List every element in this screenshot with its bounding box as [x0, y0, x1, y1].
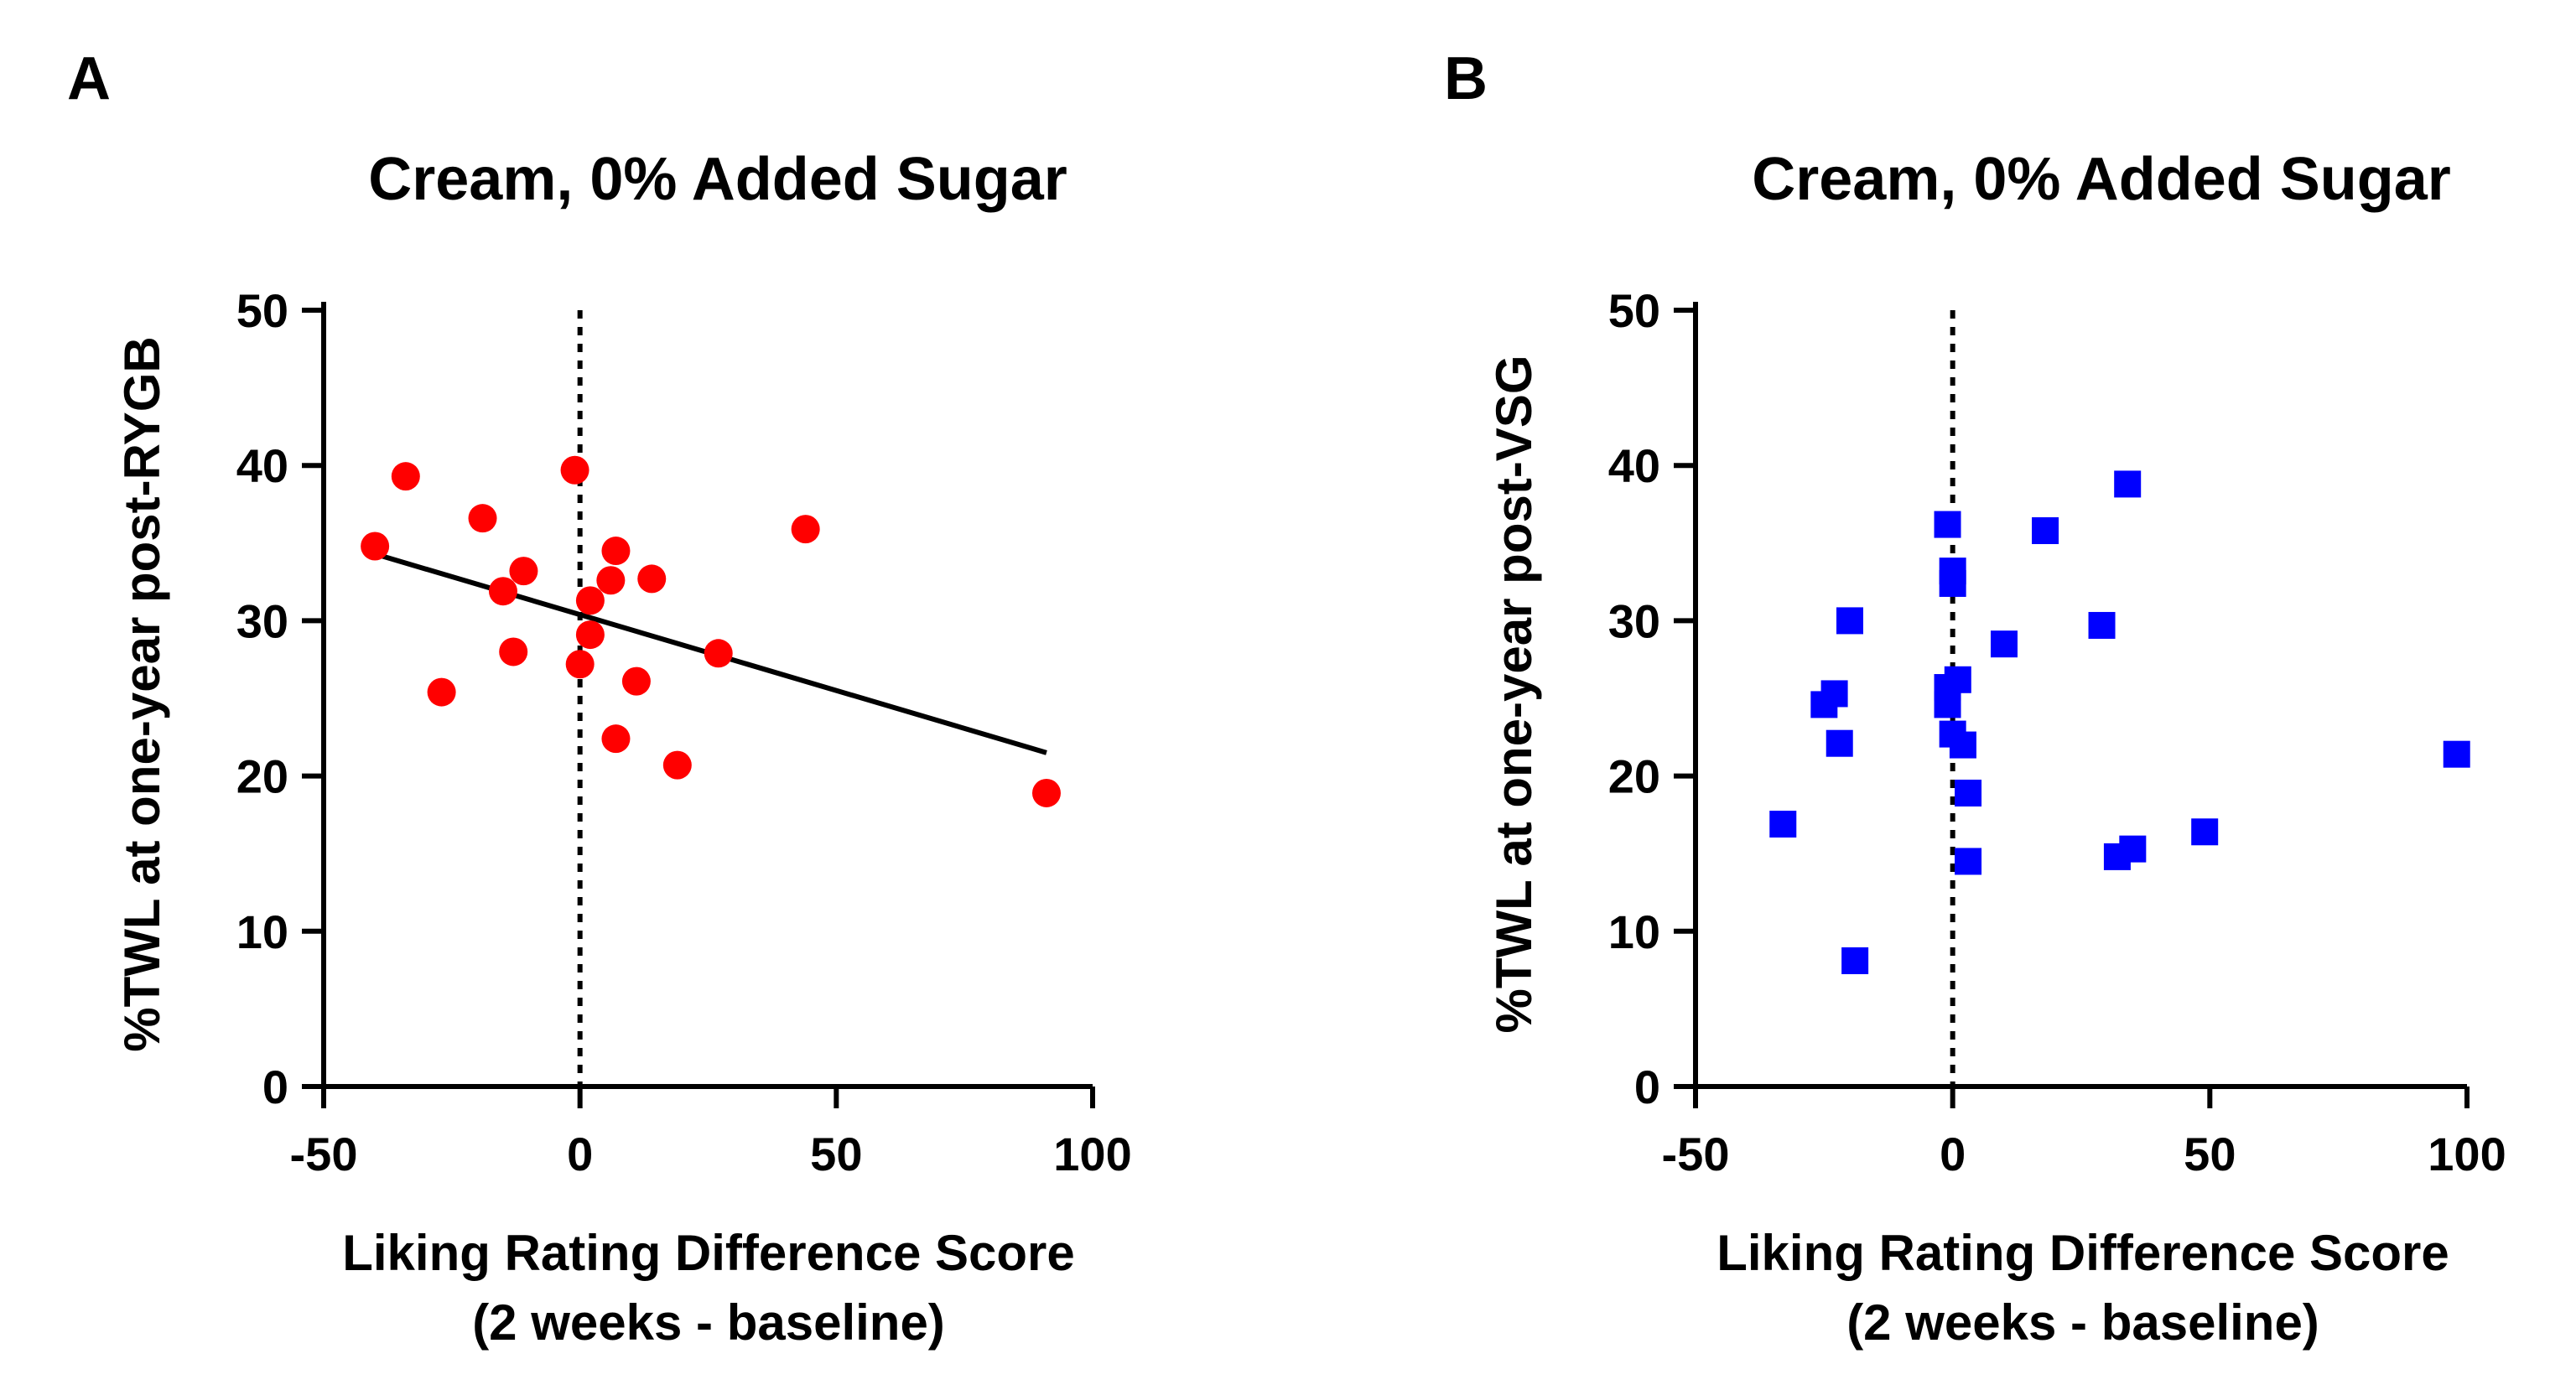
panel-a-x-axis-label-line2: (2 weeks - baseline)	[472, 1294, 945, 1351]
panel-b-data-point	[1836, 607, 1863, 635]
panel-a-x-tick-label: 100	[1053, 1128, 1131, 1180]
panel-b-x-tick-label: 0	[1940, 1128, 1966, 1180]
panel-a-y-axis-label: %TWL at one-year post-RYGB	[114, 336, 170, 1051]
panel-a-letter: A	[67, 45, 111, 112]
panel-a-data-point	[662, 750, 692, 780]
panel-a-x-axis-label-line1: Liking Rating Difference Score	[342, 1225, 1075, 1281]
panel-b-y-axis-label: %TWL at one-year post-VSG	[1486, 355, 1542, 1033]
panel-b-title: Cream, 0% Added Sugar	[1752, 146, 2451, 213]
panel-a-data-point	[468, 504, 497, 533]
panel-b-x-tick-label: 100	[2428, 1128, 2506, 1180]
panel-b-x-axis-label-line1: Liking Rating Difference Score	[1716, 1225, 2449, 1281]
panel-a-x-tick-label: -50	[290, 1128, 358, 1180]
panel-a-data-point	[637, 564, 667, 594]
panel-b-data-point	[1934, 511, 1961, 538]
panel-b-axes	[1693, 302, 2467, 1089]
panel-b-data-point	[2119, 835, 2147, 863]
panel-a-y-tick-label: 20	[236, 750, 288, 803]
panel-b-data-point	[1955, 848, 1982, 875]
panel-a-data-point	[791, 515, 820, 544]
panel-b-data-point	[1820, 680, 1848, 708]
panel-b-y-tick-label: 30	[1608, 594, 1660, 647]
panel-b-y-tick-label: 50	[1608, 284, 1660, 337]
panel-a-y-tick-label: 50	[236, 284, 288, 337]
panel-a-data-point	[601, 724, 631, 754]
panel-a-data-point	[1031, 778, 1061, 807]
panel-a-data-point	[596, 566, 626, 595]
panel-a-data-point	[621, 666, 651, 696]
panel-a-data-point	[601, 537, 631, 566]
panel-a-title: Cream, 0% Added Sugar	[368, 146, 1067, 213]
panel-b-x-axis-label-line2: (2 weeks - baseline)	[1846, 1294, 2319, 1351]
panel-b-letter: B	[1444, 45, 1488, 112]
panel-a-data-point	[575, 586, 605, 615]
panel-a-data-point	[565, 650, 595, 679]
panel-b-points	[1769, 470, 2470, 974]
panel-a-y-tick-label: 30	[236, 594, 288, 647]
panel-b-x-tick-label: 50	[2184, 1128, 2236, 1180]
panel-a-data-point	[575, 620, 605, 650]
panel-a-axes	[321, 302, 1093, 1089]
panel-b-data-point	[1769, 811, 1797, 838]
panel-a-data-point	[704, 639, 733, 668]
panel-a-x-tick-label: 0	[567, 1128, 593, 1180]
panel-a-data-point	[361, 532, 390, 561]
panel-b-data-point	[2088, 611, 2116, 639]
panel-a-data-point	[391, 462, 420, 491]
panel-a-y-tick-label: 40	[236, 439, 288, 492]
panel-b-data-point	[2191, 818, 2219, 846]
panel-a-points	[361, 455, 1061, 807]
panel-b-y-tick-label: 10	[1608, 905, 1660, 958]
panel-a-data-point	[509, 557, 538, 586]
panel-b-data-point	[1949, 731, 1976, 759]
panel-b-data-point	[1841, 947, 1869, 974]
panel-a-y-tick-label: 0	[262, 1061, 288, 1113]
panel-b-data-point	[2443, 740, 2470, 768]
panel-b-data-point	[1955, 779, 1982, 807]
panel-b-x-tick-label: -50	[1662, 1128, 1730, 1180]
panel-b-data-point	[2114, 470, 2142, 498]
panel-a-x-tick-label: 50	[810, 1128, 862, 1180]
panel-a-data-point	[427, 677, 456, 707]
panel-b-y-tick-label: 0	[1634, 1061, 1660, 1113]
panel-b-y-tick-label: 20	[1608, 750, 1660, 803]
panel-a-y-tick-label: 10	[236, 905, 288, 958]
panel-b-data-point	[1991, 630, 2018, 658]
panel-b-data-point	[1939, 569, 1966, 597]
panel-a-data-point	[499, 637, 528, 666]
panel-b-data-point	[1944, 666, 1971, 693]
panel-b-y-tick-label: 40	[1608, 439, 1660, 492]
panel-a-data-point	[488, 577, 517, 606]
panel-b-data-point	[1826, 729, 1853, 757]
panel-a-data-point	[560, 455, 589, 485]
panel-b-data-point	[2032, 516, 2059, 544]
